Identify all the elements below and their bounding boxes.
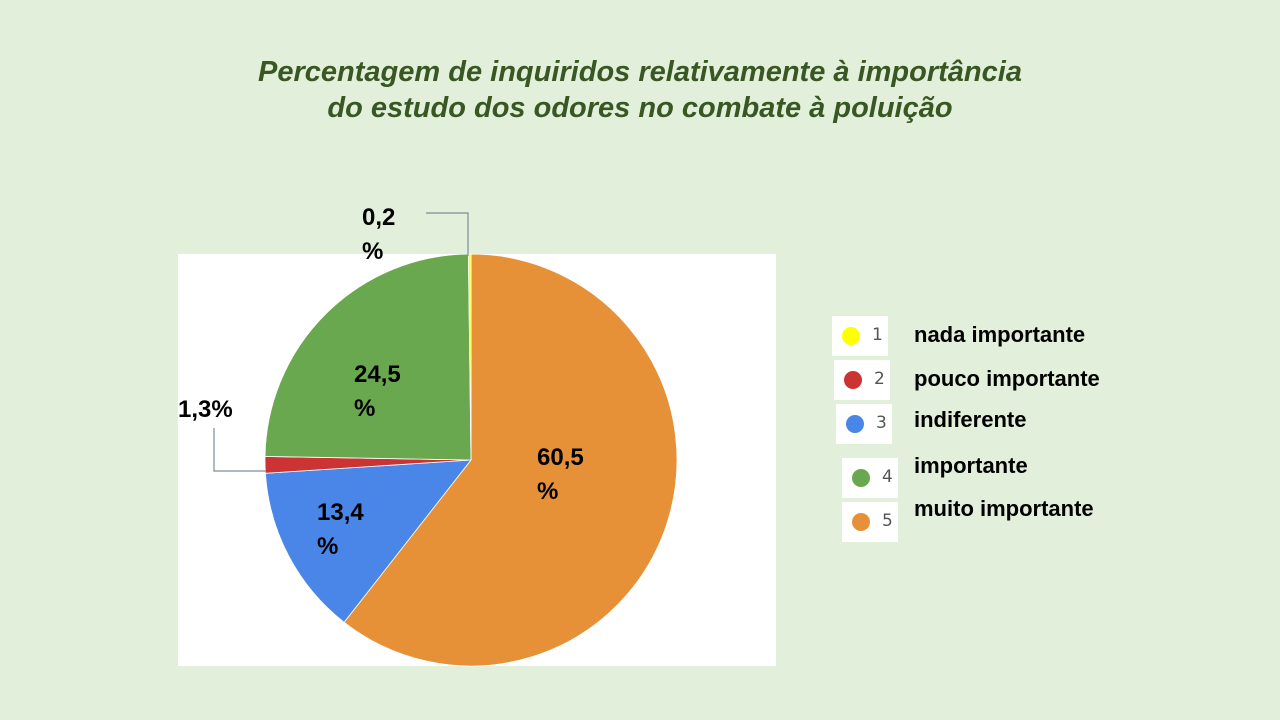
legend-label-1: nada importante: [914, 322, 1086, 347]
legend-swatch-1: 1: [832, 316, 888, 356]
pie-slice-4: [264, 253, 472, 461]
legend-swatch-5: 5: [842, 502, 898, 542]
legend-number-5: 5: [882, 511, 893, 531]
data-label-slice-2: 1,3%: [178, 396, 233, 423]
legend-number-2: 2: [874, 369, 885, 389]
chart-title-line-1: Percentagem de inquiridos relativamente …: [258, 56, 1022, 88]
data-label-slice-4: 24,5 %: [354, 361, 401, 422]
data-label-slice-3: 13,4 %: [317, 499, 364, 560]
pie-slice-5: [343, 253, 678, 667]
legend-number-3: 3: [876, 413, 887, 433]
legend-dot-5: [852, 513, 870, 531]
legend-dot-3: [846, 415, 864, 433]
legend-dot-1: [842, 327, 860, 345]
chart-title: Percentagem de inquiridos relativamente …: [0, 54, 1280, 126]
legend-label-2: pouco importante: [914, 366, 1100, 391]
data-label-slice-5: 60,5 %: [537, 444, 584, 505]
data-label-slice-1: 0,2 %: [362, 204, 396, 265]
chart-title-line-2: do estudo dos odores no combate à poluiç…: [327, 92, 953, 124]
leader-line-slice-1: [426, 212, 469, 256]
legend-dot-2: [844, 371, 862, 389]
legend-number-4: 4: [882, 467, 893, 487]
legend-label-4: importante: [914, 453, 1028, 478]
legend-label-5: muito importante: [914, 496, 1094, 521]
legend-number-1: 1: [872, 325, 883, 345]
pie-slice-3: [265, 459, 472, 623]
leader-line-slice-2: [213, 428, 266, 472]
legend-label-3: indiferente: [914, 407, 1027, 432]
legend-swatch-4: 4: [842, 458, 898, 498]
legend-swatch-2: 2: [834, 360, 890, 400]
legend-dot-4: [852, 469, 870, 487]
legend-swatch-3: 3: [836, 404, 892, 444]
